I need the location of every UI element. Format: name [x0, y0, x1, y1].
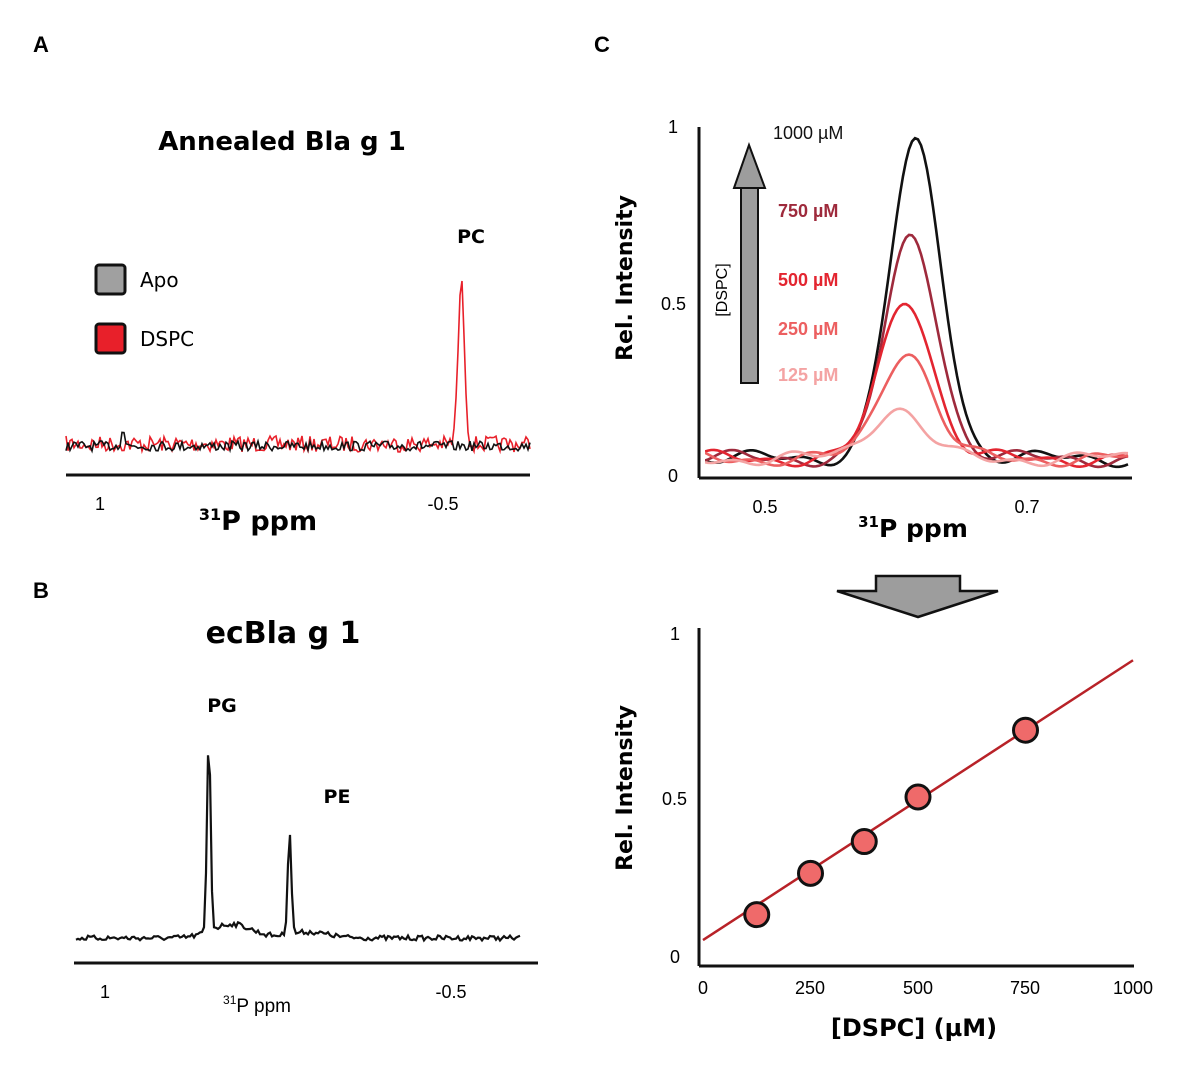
series-line-125: [705, 407, 1129, 468]
panel-c-xlabel-main: P ppm: [879, 514, 968, 543]
panel-a-xlabel-iso: 31: [199, 505, 221, 524]
series-line-500: [705, 302, 1129, 469]
panel-c-label: C: [594, 32, 610, 57]
panel-b: B ecBla g 1 PG PE 1 -0.5 31P ppm: [33, 578, 538, 1017]
panel-d-ylabel: Rel. Intensity: [613, 705, 638, 871]
legend-apo-label: Apo: [140, 268, 179, 292]
series-line-1000: [705, 136, 1129, 469]
panel-a-xlabel-main: P ppm: [221, 506, 317, 537]
panel-d-xlabel: [DSPC] (µM): [831, 1014, 997, 1042]
panel-a-tick-neg05: -0.5: [427, 494, 458, 514]
spectrum-dspc: [65, 280, 531, 455]
panel-d-xtick-1000: 1000: [1113, 978, 1153, 998]
panel-d-xtick-500: 500: [903, 978, 933, 998]
series-label-500: 500 µM: [778, 270, 838, 290]
scatter-points: [743, 716, 1039, 929]
spectrum-ecbla: [75, 755, 521, 943]
spectrum-apo: [65, 431, 531, 454]
series-line-750: [705, 233, 1129, 469]
legend-dspc-swatch: [94, 322, 127, 355]
panel-c-xtick-07: 0.7: [1014, 497, 1039, 517]
panel-a-label: A: [33, 32, 49, 57]
series-label-125: 125 µM: [778, 365, 838, 385]
panel-d-xtick-250: 250: [795, 978, 825, 998]
data-point-375: [850, 828, 878, 856]
data-point-500: [904, 783, 932, 811]
panel-c-xlabel: 31P ppm: [858, 513, 968, 543]
data-point-250: [797, 859, 824, 887]
peak-label-pe: PE: [324, 786, 351, 808]
dspc-arrow: [732, 142, 767, 384]
series-label-750: 750 µM: [778, 201, 838, 221]
data-point-125: [743, 901, 771, 929]
panel-a-xlabel: 31P ppm: [199, 505, 317, 537]
dspc-arrow-label: [DSPC]: [714, 263, 731, 316]
dspc-arrow-shaft: [740, 184, 759, 384]
series-label-250: 250 µM: [778, 319, 838, 339]
panel-d-ytick-0: 0: [670, 947, 680, 967]
panel-b-xlabel-main: P ppm: [236, 996, 291, 1017]
panel-c-xtick-05: 0.5: [752, 497, 777, 517]
peak-label-pc: PC: [457, 226, 485, 248]
panel-d: Rel. Intensity 1 0.5 0 0 250 500 750 100…: [613, 624, 1153, 1042]
dspc-arrow-head: [732, 142, 767, 189]
panel-b-tick-1: 1: [100, 982, 110, 1002]
panel-d-xtick-750: 750: [1010, 978, 1040, 998]
panel-c-ytick-1: 1: [668, 117, 678, 137]
panel-a: A Annealed Bla g 1 Apo DSPC PC 1 -0.5 31…: [33, 32, 531, 537]
panel-c-xlabel-iso: 31: [858, 513, 879, 531]
panel-d-xtick-0: 0: [698, 978, 708, 998]
panel-b-tick-neg05: -0.5: [435, 982, 466, 1002]
panel-a-title: Annealed Bla g 1: [158, 127, 406, 157]
peak-label-pg: PG: [207, 695, 237, 717]
legend-apo-swatch: [94, 263, 127, 296]
panel-d-ytick-1: 1: [670, 624, 680, 644]
panel-c-ytick-05: 0.5: [661, 294, 686, 314]
series-label-1000: 1000 µM: [773, 123, 843, 143]
panel-c: C Rel. Intensity 1 0.5 0 0.5 0.7 31P ppm…: [594, 32, 1132, 543]
panel-a-tick-1: 1: [95, 494, 105, 514]
panel-c-ytick-0: 0: [668, 466, 678, 486]
panel-b-xlabel: 31P ppm: [223, 993, 291, 1017]
series-line-250: [705, 353, 1129, 468]
panel-c-curves: [705, 136, 1129, 469]
data-point-750: [1012, 716, 1039, 744]
panel-d-ytick-05: 0.5: [662, 789, 687, 809]
panel-b-label: B: [33, 578, 49, 603]
panel-b-title: ecBla g 1: [206, 616, 361, 651]
panel-c-ylabel: Rel. Intensity: [613, 195, 638, 361]
legend-dspc-label: DSPC: [140, 327, 194, 351]
panel-b-xlabel-iso: 31: [223, 993, 237, 1007]
down-arrow-icon: [836, 574, 999, 619]
